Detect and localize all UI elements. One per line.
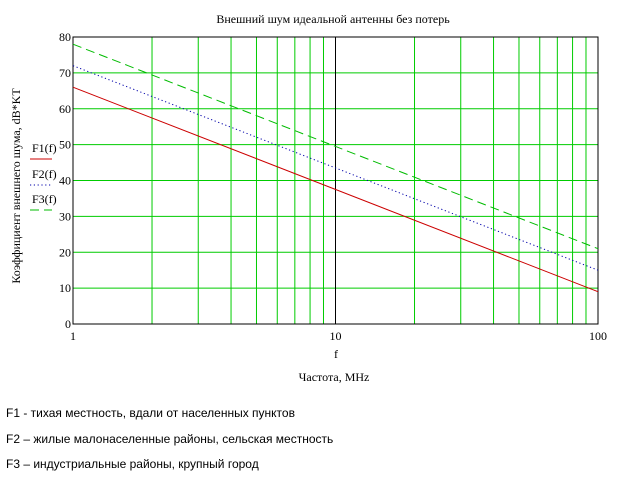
- x-axis-label: Частота, MHz: [299, 370, 370, 384]
- legend: F1(f) F2(f) F3(f): [30, 141, 57, 211]
- y-tick-label: 0: [65, 317, 71, 331]
- series-line-f1: [72, 86, 599, 293]
- data-series: [72, 43, 599, 293]
- y-tick-label: 70: [59, 66, 71, 80]
- series-line-f2: [72, 65, 599, 271]
- x-tick-label: 10: [330, 329, 342, 343]
- x-tick-label: 1: [70, 329, 76, 343]
- series-line-f3: [72, 43, 599, 250]
- noise-figure-chart: Внешний шум идеальной антенны без потерь…: [9, 12, 607, 384]
- note-f1: F1 - тихая местность, вдали от населенны…: [6, 406, 295, 420]
- y-tick-label: 80: [59, 30, 71, 44]
- y-axis-label: Коэффициент внешнего шума, dB*KT: [9, 88, 23, 284]
- tick-labels: 0 10 20 30 40 50 60 70 80 1 10 100: [59, 30, 607, 343]
- axes: [72, 36, 599, 325]
- legend-label-f2: F2(f): [32, 167, 57, 181]
- chart-title: Внешний шум идеальной антенны без потерь: [216, 12, 450, 26]
- y-tick-label: 30: [59, 209, 71, 223]
- x-axis-symbol: f: [334, 347, 338, 361]
- y-tick-label: 60: [59, 102, 71, 116]
- x-tick-label: 100: [589, 329, 607, 343]
- y-tick-label: 20: [59, 245, 71, 259]
- note-f2: F2 – жилые малонаселенные районы, сельск…: [6, 432, 334, 446]
- y-tick-label: 40: [59, 174, 71, 188]
- note-f3: F3 – индустриальные районы, крупный горо…: [6, 457, 259, 471]
- y-tick-label: 50: [59, 138, 71, 152]
- legend-label-f3: F3(f): [32, 192, 57, 206]
- y-tick-label: 10: [59, 281, 71, 295]
- legend-label-f1: F1(f): [32, 141, 57, 155]
